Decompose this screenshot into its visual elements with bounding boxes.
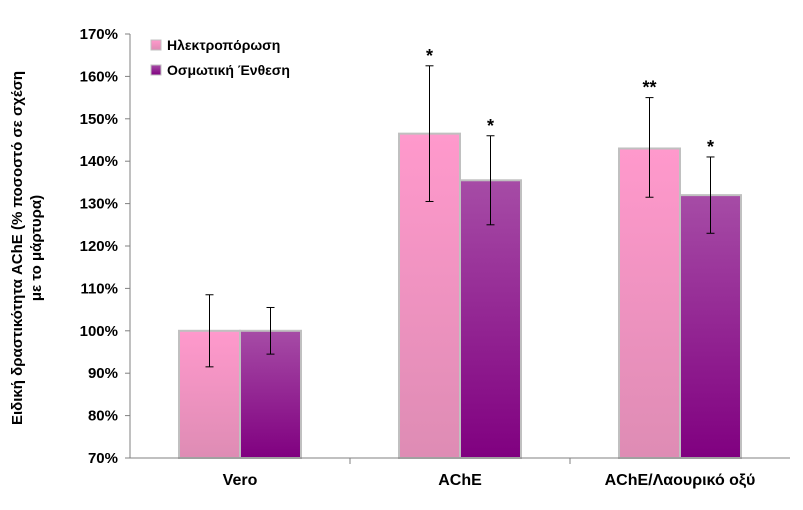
x-category-label: AChE <box>438 472 482 489</box>
legend-swatch-series-1 <box>150 39 162 51</box>
legend-label-series-1: Ηλεκτροπόρωση <box>167 37 280 53</box>
significance-marker: * <box>426 46 433 66</box>
bars <box>178 132 742 459</box>
significance-marker: * <box>707 137 714 157</box>
y-axis-ticks: 70% 80% 90% 100% 110% 120% 130% 140% 150% 160% 170… <box>80 26 130 467</box>
legend: Ηλεκτροπόρωση Οσμωτική Ένθεση <box>150 37 290 78</box>
y-axis-label: Ειδική δραστικότητα AChE (% ποσοστό σε σ… <box>9 71 45 425</box>
y-tick-label: 160% <box>80 68 118 85</box>
legend-swatch-series-2 <box>150 64 162 76</box>
x-axis-categories: Vero AChE AChE/Λαουρικό οξύ <box>223 458 756 489</box>
y-tick-label: 90% <box>88 365 118 382</box>
legend-label-series-2: Οσμωτική Ένθεση <box>167 62 290 78</box>
bar-series-2 <box>679 194 742 459</box>
y-axis-label-line-1: Ειδική δραστικότητα AChE (% ποσοστό σε σ… <box>9 71 26 425</box>
bar-series-2 <box>459 179 522 459</box>
y-axis-label-line-2: με το μάρτυρα) <box>28 195 45 301</box>
error-bars <box>205 65 715 368</box>
y-tick-label: 120% <box>80 238 118 255</box>
x-category-label: Vero <box>223 472 258 489</box>
y-tick-label: 110% <box>80 280 118 297</box>
y-tick-label: 150% <box>80 111 118 128</box>
y-tick-label: 130% <box>80 196 118 213</box>
y-tick-label: 100% <box>80 323 118 340</box>
x-category-label: AChE/Λαουρικό οξύ <box>605 472 756 489</box>
y-tick-label: 140% <box>80 153 118 170</box>
y-tick-label: 80% <box>88 408 118 425</box>
y-tick-label: 170% <box>80 26 118 43</box>
bar-series-1 <box>618 147 681 459</box>
y-tick-label: 70% <box>88 450 118 467</box>
significance-marker: * <box>487 116 494 136</box>
significance-markers: ***** <box>426 46 714 157</box>
significance-marker: ** <box>642 78 656 98</box>
